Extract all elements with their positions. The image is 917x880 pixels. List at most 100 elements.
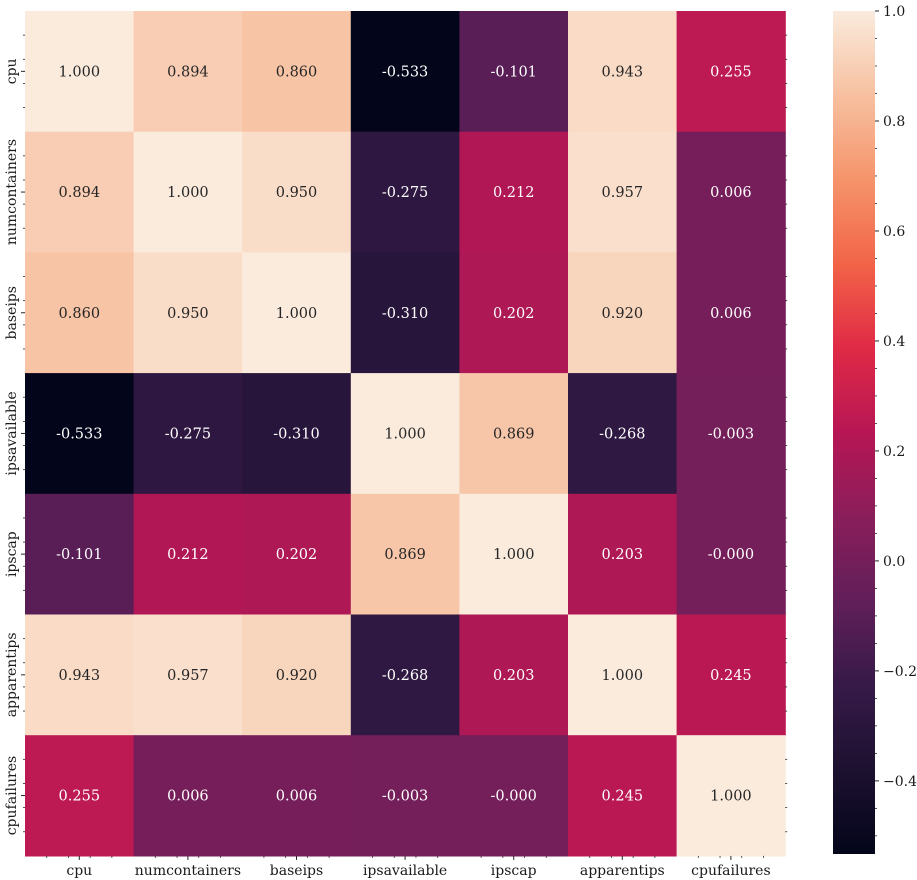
cell-annotation: 0.245 xyxy=(602,789,644,805)
cell-annotation: 0.006 xyxy=(710,185,752,201)
y-tick-label-cpufailures: cpufailures xyxy=(4,756,20,835)
cell-annotation: 0.006 xyxy=(710,306,752,322)
heatmap-cell-numcontainers-ipsavailable xyxy=(350,131,460,253)
heatmap-cell-apparentips-apparentips xyxy=(568,614,678,736)
cell-annotation: -0.000 xyxy=(708,547,754,563)
cell-annotation: 0.860 xyxy=(276,64,318,80)
heatmap-cell-baseips-baseips xyxy=(242,252,352,374)
heatmap-cell-baseips-apparentips xyxy=(568,252,678,374)
x-tick-label-ipsavailable: ipsavailable xyxy=(363,863,447,879)
heatmap-cell-cpufailures-cpufailures xyxy=(676,735,786,857)
heatmap-cell-cpu-cpu xyxy=(25,11,135,133)
heatmap-cell-ipscap-numcontainers xyxy=(133,493,243,616)
cell-annotation: 0.894 xyxy=(167,64,209,80)
y-tick-label-ipscap: ipscap xyxy=(4,531,20,577)
cell-annotation: 0.869 xyxy=(384,547,426,563)
cell-annotation: 0.943 xyxy=(602,64,644,80)
heatmap-cell-apparentips-baseips xyxy=(242,614,352,736)
cell-annotation: 0.950 xyxy=(167,306,209,322)
cell-annotation: 1.000 xyxy=(59,64,101,80)
colorbar-tick-label: 0.8 xyxy=(883,114,905,130)
colorbar-tick-label: 0.4 xyxy=(883,334,905,350)
cell-annotation: 0.950 xyxy=(276,185,318,201)
heatmap-cell-baseips-cpu xyxy=(25,252,135,374)
heatmap-cell-ipscap-baseips xyxy=(242,493,352,616)
heatmap-cell-ipscap-ipscap xyxy=(459,493,569,616)
cell-annotation: 1.000 xyxy=(384,426,426,442)
cell-annotation: 0.006 xyxy=(167,789,209,805)
heatmap-cell-ipscap-cpufailures xyxy=(676,493,786,616)
cell-annotation: 0.957 xyxy=(602,185,644,201)
heatmap-cell-apparentips-ipscap xyxy=(459,614,569,736)
heatmap-cell-ipsavailable-cpufailures xyxy=(676,373,786,495)
cell-annotation: -0.268 xyxy=(599,426,645,442)
cell-annotation: 0.212 xyxy=(167,547,209,563)
heatmap-cell-cpu-ipscap xyxy=(459,11,569,133)
colorbar-tick-label: −0.2 xyxy=(883,664,917,680)
cell-annotation: 0.920 xyxy=(602,306,644,322)
cell-annotation: 0.943 xyxy=(59,668,101,684)
x-axis: cpu numcontainers baseips ipsavailable ipsca… xyxy=(46,855,771,879)
cell-annotation: 1.000 xyxy=(710,789,752,805)
heatmap-cell-cpufailures-apparentips xyxy=(568,735,678,857)
cell-annotation: -0.101 xyxy=(56,547,102,563)
y-tick-label-numcontainers: numcontainers xyxy=(4,139,20,245)
cell-annotation: -0.000 xyxy=(490,789,536,805)
colorbar-tick-label: 0.2 xyxy=(883,444,905,460)
heatmap-cell-ipsavailable-apparentips xyxy=(568,373,678,495)
heatmap-cell-ipsavailable-ipscap xyxy=(459,373,569,495)
heatmap-cell-cpufailures-cpu xyxy=(25,735,135,857)
cell-annotation: 1.000 xyxy=(493,547,535,563)
x-tick-label-cpufailures: cpufailures xyxy=(691,863,770,879)
cell-annotation: -0.310 xyxy=(382,306,428,322)
heatmap-cell-cpufailures-ipsavailable xyxy=(350,735,460,857)
x-tick-label-apparentips: apparentips xyxy=(580,863,665,879)
cell-annotation: 0.006 xyxy=(276,789,318,805)
cell-annotation: 0.869 xyxy=(493,426,535,442)
cell-annotation: -0.003 xyxy=(382,789,428,805)
heatmap-cells xyxy=(25,11,786,857)
x-tick-label-baseips: baseips xyxy=(270,863,323,879)
heatmap-cell-baseips-ipsavailable xyxy=(350,252,460,374)
heatmap-cell-baseips-ipscap xyxy=(459,252,569,374)
colorbar-tick-label: 0.0 xyxy=(883,554,905,570)
cell-annotation: -0.275 xyxy=(165,426,211,442)
heatmap-cell-baseips-numcontainers xyxy=(133,252,243,374)
cell-annotation: 0.202 xyxy=(493,306,535,322)
heatmap-cell-ipsavailable-numcontainers xyxy=(133,373,243,495)
heatmap-cell-numcontainers-apparentips xyxy=(568,131,678,253)
heatmap-cell-numcontainers-cpu xyxy=(25,131,135,253)
heatmap-cell-ipscap-cpu xyxy=(25,493,135,616)
cell-annotation: -0.310 xyxy=(273,426,319,442)
cell-annotation: -0.533 xyxy=(56,426,102,442)
x-tick-label-ipscap: ipscap xyxy=(491,863,537,879)
cell-annotation: -0.101 xyxy=(490,64,536,80)
heatmap-cell-ipscap-ipsavailable xyxy=(350,493,460,616)
heatmap-cell-numcontainers-baseips xyxy=(242,131,352,253)
heatmap-cell-numcontainers-ipscap xyxy=(459,131,569,253)
cell-annotation: 0.202 xyxy=(276,547,318,563)
heatmap-cell-apparentips-cpu xyxy=(25,614,135,736)
cell-annotation: -0.268 xyxy=(382,668,428,684)
cell-annotation: 0.203 xyxy=(602,547,644,563)
cell-annotation: 0.860 xyxy=(59,306,101,322)
colorbar-gradient xyxy=(833,11,875,854)
heatmap-cell-cpu-cpufailures xyxy=(676,11,786,133)
cell-annotation: -0.533 xyxy=(382,64,428,80)
y-tick-label-ipsavailable: ipsavailable xyxy=(4,391,20,475)
heatmap-cell-baseips-cpufailures xyxy=(676,252,786,374)
heatmap-cell-numcontainers-numcontainers xyxy=(133,131,243,253)
cell-annotation: 0.245 xyxy=(710,668,752,684)
heatmap-cell-cpu-numcontainers xyxy=(133,11,243,133)
cell-annotation: 0.920 xyxy=(276,668,318,684)
y-tick-label-apparentips: apparentips xyxy=(4,632,20,717)
colorbar-tick-label: −0.4 xyxy=(883,774,917,790)
heatmap-cell-cpu-apparentips xyxy=(568,11,678,133)
heatmap-cell-cpu-ipsavailable xyxy=(350,11,460,133)
heatmap-cell-apparentips-ipsavailable xyxy=(350,614,460,736)
colorbar: −0.4 −0.2 0.0 0.2 0.4 0.6 0.8 1.0 xyxy=(833,4,917,854)
cell-annotation: 1.000 xyxy=(602,668,644,684)
cell-annotation: 0.255 xyxy=(59,789,101,805)
